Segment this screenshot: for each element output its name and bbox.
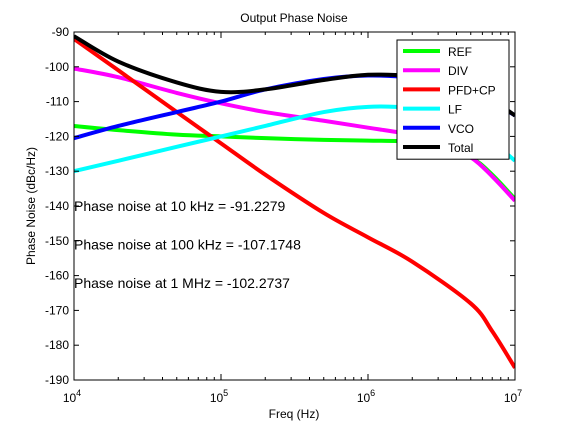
series-line-pfd-cp [74,37,515,369]
x-tick-exponent: 4 [76,388,81,398]
y-tick-label: -90 [52,25,70,39]
legend-label: PFD+CP [448,83,496,97]
y-tick-label: -150 [45,234,69,248]
x-axis-label: Freq (Hz) [269,407,320,421]
legend-box [396,39,510,160]
ticks-layer: -90 -100 -110 -120 -130 -140 -150 -160 -170 -180 -… [45,25,522,405]
legend-label: VCO [448,122,474,136]
y-tick-label: -110 [46,95,69,109]
annotation-text: Phase noise at 1 MHz = -102.2737 [74,275,290,291]
y-axis-label: Phase Noise (dBc/Hz) [24,147,38,265]
annotation-text: Phase noise at 100 kHz = -107.1748 [74,237,301,253]
legend-label: DIV [448,64,468,78]
x-tick-exponent: 5 [223,388,228,398]
legend-label: LF [448,103,462,117]
y-tick-label: -170 [45,303,69,317]
y-tick-label: -130 [45,164,69,178]
annotation-text: Phase noise at 10 kHz = -91.2279 [74,198,286,214]
y-tick-label: -190 [45,373,69,387]
y-tick-label: -140 [45,199,69,213]
x-tick-exponent: 6 [370,388,375,398]
y-tick-label: -160 [45,269,69,283]
legend-label: Total [448,141,473,155]
chart-title: Output Phase Noise [240,11,348,25]
y-tick-label: -100 [45,60,69,74]
y-tick-label: -120 [45,129,69,143]
legend: REF DIV PFD+CP LF VCO Total [396,39,510,160]
annotation-layer: Phase noise at 10 kHz = -91.2279 Phase no… [74,198,301,291]
legend-label: REF [448,45,472,59]
x-tick-exponent: 7 [517,388,522,398]
y-tick-label: -180 [45,338,69,352]
